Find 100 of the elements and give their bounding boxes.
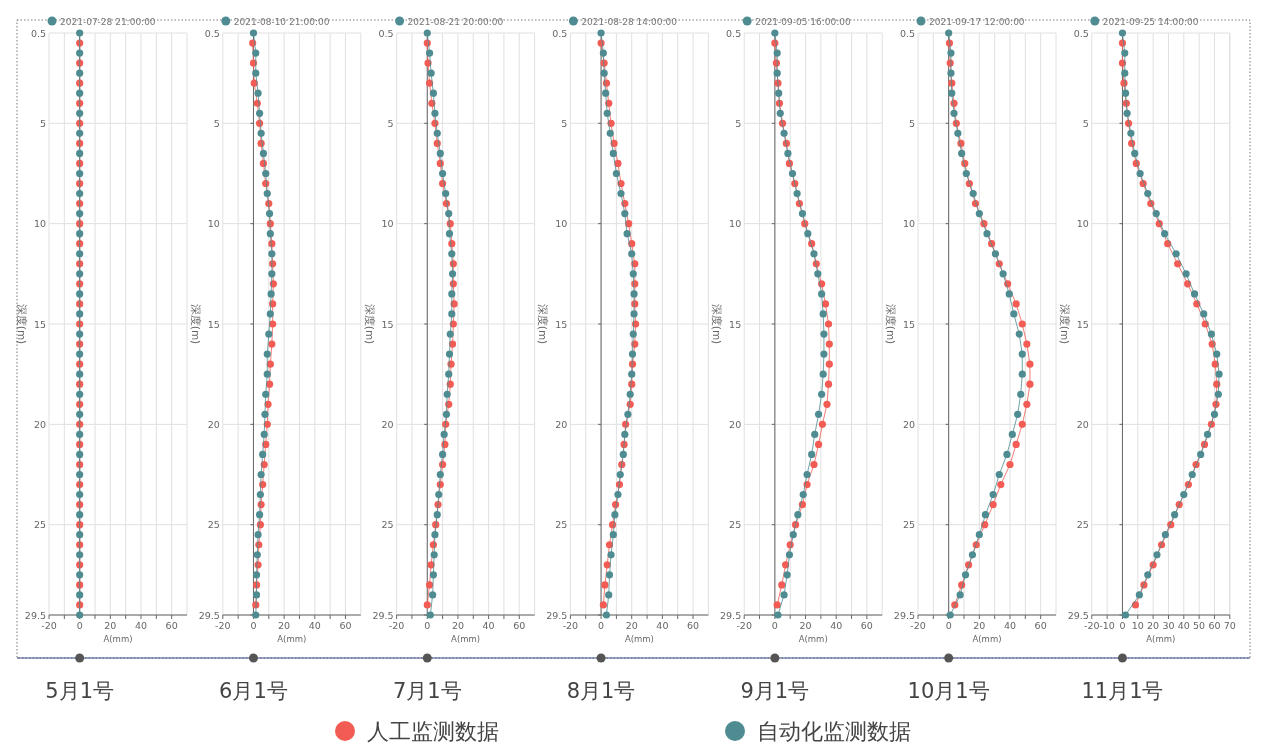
x-tick-label: -20 [41, 620, 57, 631]
point [260, 430, 268, 438]
y-tick-label: 0.5 [378, 27, 394, 39]
y-axis-title: 深度(m) [16, 303, 28, 345]
point [1210, 410, 1219, 418]
point [1121, 69, 1129, 77]
y-tick-label: 0.5 [204, 27, 220, 39]
point [76, 430, 84, 438]
y-tick-label: 5 [213, 117, 220, 129]
point [76, 551, 84, 559]
point [614, 490, 622, 499]
y-tick-label: 0.5 [899, 27, 915, 39]
text: 5月1号 [45, 679, 115, 703]
point [439, 169, 447, 178]
y-tick-label: 29.5 [24, 609, 46, 621]
point [773, 49, 781, 57]
point [266, 230, 274, 238]
x-tick-label: 20 [973, 620, 986, 631]
y-tick-label: 25 [1076, 519, 1089, 531]
point [254, 89, 262, 97]
point [431, 109, 439, 117]
y-tick-label: 10 [381, 218, 394, 230]
point [448, 290, 456, 298]
x-tick-label: -20 [910, 620, 926, 631]
x-tick-label: 20 [799, 620, 812, 631]
x-tick-label: 20 [625, 620, 638, 631]
x-axis-title: A(mm) [798, 634, 828, 644]
point [1197, 450, 1205, 459]
point [808, 450, 816, 459]
point [433, 129, 441, 137]
point [628, 370, 636, 378]
y-tick-label: 5 [387, 117, 394, 129]
point [794, 511, 802, 519]
y-tick-label: 25 [33, 519, 46, 531]
point [804, 230, 812, 238]
x-axis-title: A(mm) [972, 634, 1002, 644]
text: 7月1号 [392, 679, 462, 703]
point [603, 561, 611, 569]
x-tick-label: 60 [687, 620, 700, 631]
point [1215, 370, 1223, 378]
point [995, 470, 1003, 479]
point [1144, 189, 1152, 198]
y-tick-label: 10 [555, 218, 568, 230]
y-tick-label: 29.5 [546, 609, 568, 621]
point [76, 49, 84, 57]
x-tick-label: -20 [562, 620, 579, 631]
point [76, 350, 84, 358]
point [814, 440, 823, 449]
point [600, 69, 608, 77]
y-tick-label: 20 [555, 418, 568, 430]
point [773, 69, 781, 77]
y-tick-label: 0.5 [30, 27, 46, 39]
x-tick-label: -20 [1084, 620, 1100, 631]
point [431, 531, 439, 539]
point [425, 49, 434, 57]
y-tick-label: 5 [908, 117, 915, 129]
y-tick-label: 5 [561, 117, 568, 129]
point [818, 290, 826, 298]
chart-title: 2021-08-10 21:00:00 [233, 16, 330, 27]
x-tick-label: 20 [104, 620, 117, 631]
point [956, 591, 964, 599]
y-tick-label: 25 [902, 519, 915, 531]
point [948, 89, 956, 97]
point [605, 591, 613, 599]
x-tick-label: 0 [76, 620, 83, 631]
point [814, 270, 822, 278]
point [1136, 169, 1144, 178]
point [810, 460, 818, 469]
point [254, 531, 262, 539]
point [823, 400, 831, 408]
x-tick-label: 60 [1208, 620, 1221, 631]
point [266, 360, 274, 368]
point [968, 551, 977, 559]
y-tick-label: 25 [729, 519, 742, 531]
x-tick-label: 30 [1162, 620, 1175, 631]
point [1121, 49, 1129, 57]
y-tick-label: 10 [207, 218, 220, 230]
point [789, 531, 797, 539]
point [76, 450, 84, 459]
point [1161, 230, 1169, 238]
point [825, 360, 833, 368]
point [1018, 370, 1026, 378]
y-tick-label: 5 [735, 117, 742, 129]
x-tick-label: 20 [1147, 620, 1160, 631]
x-tick-label: 40 [1177, 620, 1190, 631]
x-tick-label: 60 [339, 620, 352, 631]
point [266, 310, 274, 318]
point [76, 470, 84, 479]
point [430, 551, 438, 559]
point [1026, 380, 1034, 388]
point [975, 531, 983, 539]
point [76, 270, 84, 278]
point [76, 129, 84, 137]
point [1003, 450, 1011, 459]
point [263, 370, 271, 378]
point [259, 450, 267, 459]
point [259, 149, 268, 158]
point [76, 89, 84, 97]
x-tick-label: 40 [1003, 620, 1017, 631]
point [776, 109, 784, 117]
